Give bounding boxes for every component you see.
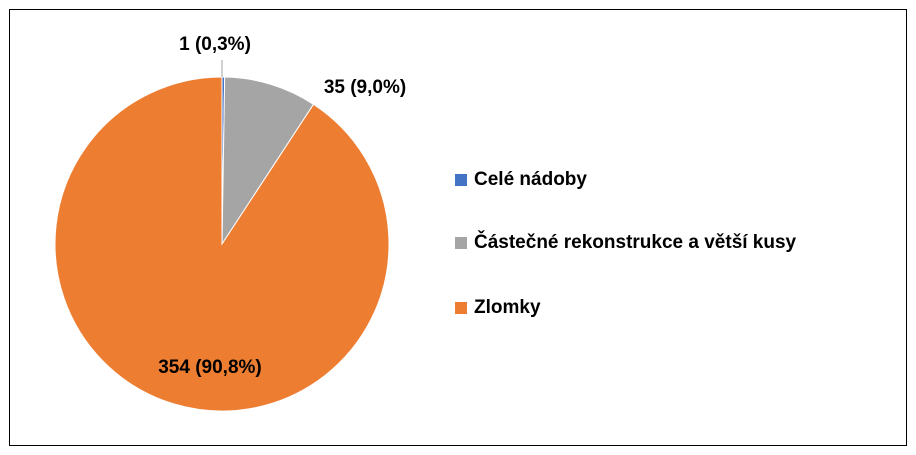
legend-swatch	[455, 237, 467, 249]
pie-slice	[54, 76, 390, 412]
data-label: 1 (0,3%)	[179, 34, 251, 55]
legend-label: Celé nádoby	[474, 169, 587, 190]
data-label: 354 (90,8%)	[158, 357, 262, 378]
legend-swatch	[455, 302, 467, 314]
legend-label: Zlomky	[474, 297, 541, 318]
legend-swatch	[455, 174, 467, 186]
legend-label: Částečné rekonstrukce a větší kusy	[474, 231, 797, 253]
data-label: 35 (9,0%)	[324, 77, 406, 98]
pie-slice	[221, 76, 315, 246]
